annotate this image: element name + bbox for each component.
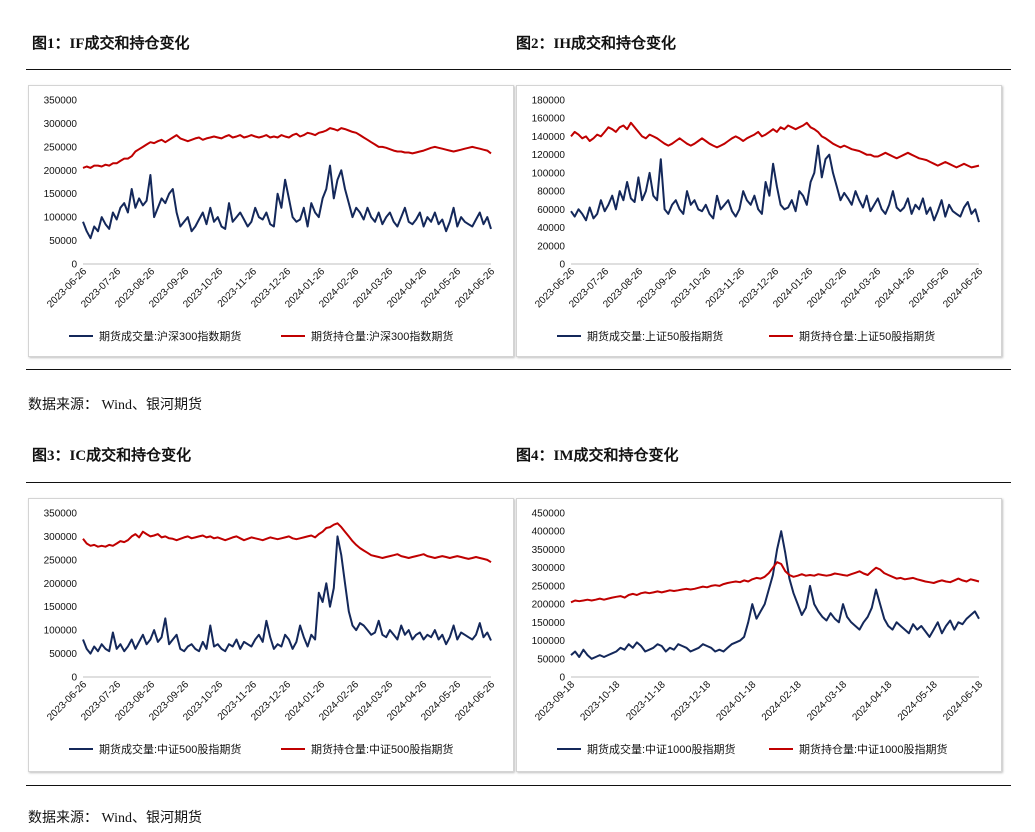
y-tick-label: 160000	[532, 114, 566, 125]
chart-if: 0 50000 100000 150000 200000 250000 300000 3500…	[44, 96, 498, 344]
chart-panel-3: 0 50000 100000 150000 200000 250000 300000 3500…	[28, 498, 514, 772]
volume-series-line	[570, 144, 980, 223]
y-tick-label: 250000	[44, 142, 78, 153]
y-tick-label: 50000	[537, 654, 565, 665]
legend-volume-label: 期货成交量:中证500股指期货	[99, 742, 241, 756]
y-tick-label: 100000	[532, 636, 566, 647]
open-interest-series-line	[82, 522, 492, 564]
open-interest-series-line	[570, 561, 980, 604]
y-tick-label: 250000	[532, 581, 566, 592]
legend-volume-label: 期货成交量:上证50股指期货	[587, 329, 723, 343]
y-tick-label: 180000	[532, 96, 566, 107]
chart-panel-4: 0 50000 100000 150000 200000 250000 300000 3500…	[516, 498, 1002, 772]
bottom-rule-2	[26, 785, 1011, 786]
y-tick-label: 140000	[532, 132, 566, 143]
chart-panel-1: 0 50000 100000 150000 200000 250000 300000 3500…	[28, 85, 514, 357]
y-tick-label: 60000	[537, 205, 565, 216]
legend-open-interest-label: 期货持仓量:上证50股指期货	[799, 329, 935, 343]
legend-open-interest-label: 期货持仓量:中证1000股指期货	[799, 742, 948, 756]
x-tick-label: 2024-01-18	[715, 679, 759, 723]
top-rule-1	[26, 69, 1011, 70]
legend-open-interest-label: 期货持仓量:中证500股指期货	[311, 742, 453, 756]
y-tick-label: 350000	[44, 509, 78, 520]
figure-3-title: 图3：IC成交和持仓变化	[32, 448, 192, 464]
y-tick-label: 300000	[532, 563, 566, 574]
y-tick-label: 450000	[532, 509, 566, 520]
legend-volume-label: 期货成交量:沪深300指数期货	[99, 329, 241, 343]
y-tick-label: 0	[559, 260, 565, 271]
top-rule-2	[26, 482, 1011, 483]
y-tick-label: 150000	[44, 189, 78, 200]
source-note-2: 数据来源： Wind、银河期货	[28, 811, 203, 826]
y-tick-label: 0	[71, 260, 77, 271]
y-tick-label: 50000	[49, 649, 77, 660]
x-tick-label: 2024-03-18	[805, 679, 849, 723]
x-tick-label: 2024-05-18	[896, 679, 940, 723]
x-tick-label: 2024-02-18	[760, 679, 804, 723]
y-tick-label: 100000	[44, 213, 78, 224]
chart-panel-2: 0 20000 40000 60000 80000 100000 120000 140000 1…	[516, 85, 1002, 357]
source-note-1: 数据来源： Wind、银河期货	[28, 398, 203, 413]
y-tick-label: 100000	[44, 626, 78, 637]
x-tick-label: 2023-11-18	[624, 679, 668, 723]
y-tick-label: 150000	[44, 602, 78, 613]
y-tick-label: 120000	[532, 150, 566, 161]
open-interest-series-line	[570, 121, 980, 169]
chart-ih: 0 20000 40000 60000 80000 100000 120000 140000 1…	[532, 96, 986, 344]
y-tick-label: 200000	[532, 600, 566, 611]
y-tick-label: 80000	[537, 187, 565, 198]
volume-series-line	[570, 530, 980, 660]
x-tick-label: 2023-09-18	[533, 679, 577, 723]
y-tick-label: 300000	[44, 532, 78, 543]
legend-open-interest-label: 期货持仓量:沪深300指数期货	[311, 329, 453, 343]
volume-series-line	[82, 535, 492, 655]
x-tick-label: 2024-06-18	[941, 679, 985, 723]
x-tick-label: 2024-04-18	[851, 679, 895, 723]
y-tick-label: 200000	[44, 166, 78, 177]
figure-4-title: 图4：IM成交和持仓变化	[516, 448, 679, 464]
legend-volume-label: 期货成交量:中证1000股指期货	[587, 742, 736, 756]
y-tick-label: 300000	[44, 119, 78, 130]
x-tick-label: 2023-12-18	[669, 679, 713, 723]
y-tick-label: 40000	[537, 223, 565, 234]
chart-ic: 0 50000 100000 150000 200000 250000 300000 3500…	[44, 509, 498, 757]
figure-2-title: 图2：IH成交和持仓变化	[516, 36, 677, 52]
y-tick-label: 200000	[44, 579, 78, 590]
volume-series-line	[82, 164, 492, 240]
bottom-rule-1	[26, 369, 1011, 370]
y-tick-label: 0	[71, 673, 77, 684]
chart-im: 0 50000 100000 150000 200000 250000 300000 3500…	[532, 509, 986, 757]
open-interest-series-line	[82, 127, 492, 169]
y-tick-label: 400000	[532, 527, 566, 538]
figure-1-title: 图1：IF成交和持仓变化	[32, 36, 190, 52]
y-tick-label: 50000	[49, 236, 77, 247]
x-tick-label: 2023-10-18	[579, 679, 623, 723]
y-tick-label: 20000	[537, 241, 565, 252]
y-tick-label: 350000	[532, 545, 566, 556]
y-tick-label: 350000	[44, 96, 78, 107]
y-tick-label: 0	[559, 673, 565, 684]
y-tick-label: 100000	[532, 168, 566, 179]
y-tick-label: 250000	[44, 555, 78, 566]
y-tick-label: 150000	[532, 618, 566, 629]
